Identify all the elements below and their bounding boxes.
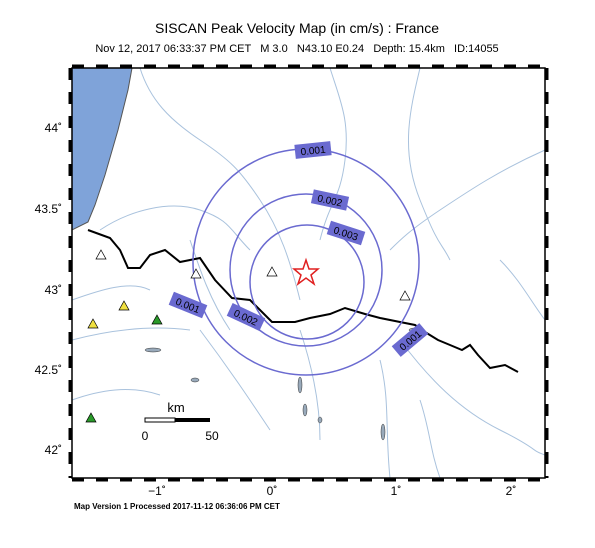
scale-end: 50: [205, 429, 219, 443]
lat-label: 42.5˚: [35, 363, 62, 377]
map-title: SISCAN Peak Velocity Map (in cm/s) : Fra…: [155, 20, 439, 36]
lat-label: 44˚: [45, 121, 62, 135]
border: [87, 229, 519, 373]
map-area: 0.001 0.002 0.003 0.001 0.002 0.001 km 0…: [68, 64, 549, 482]
lon-label: 0˚: [267, 484, 278, 498]
lat-labels: 44˚ 43.5˚ 43˚ 42.5˚ 42˚: [35, 121, 62, 457]
map-subtitle: Nov 12, 2017 06:33:37 PM CET M 3.0 N43.1…: [95, 43, 498, 55]
epicenter: [291, 257, 321, 287]
sea: [71, 67, 133, 231]
rivers: [71, 67, 546, 479]
lon-labels: −1˚ 0˚ 1˚ 2˚: [148, 484, 516, 498]
frame-ticks: [68, 64, 549, 482]
lon-label: 2˚: [506, 484, 517, 498]
scale-unit: km: [167, 400, 184, 415]
map-background: [72, 68, 545, 478]
lat-label: 43.5˚: [35, 202, 62, 216]
map-frame: [71, 67, 546, 479]
stations: [85, 249, 411, 423]
lat-label: 42˚: [45, 443, 62, 457]
contour-label: 0.002: [316, 193, 343, 209]
scale-bar: km 0 50: [142, 400, 219, 443]
footer: Map Version 1 Processed 2017-11-12 06:36…: [74, 502, 280, 511]
lat-label: 43˚: [45, 283, 62, 297]
lon-label: −1˚: [148, 484, 166, 498]
contour-labels: 0.001 0.002 0.003 0.001 0.002 0.001: [168, 141, 429, 357]
scale-start: 0: [142, 429, 149, 443]
lon-label: 1˚: [391, 484, 402, 498]
contour-label: 0.001: [300, 145, 326, 159]
